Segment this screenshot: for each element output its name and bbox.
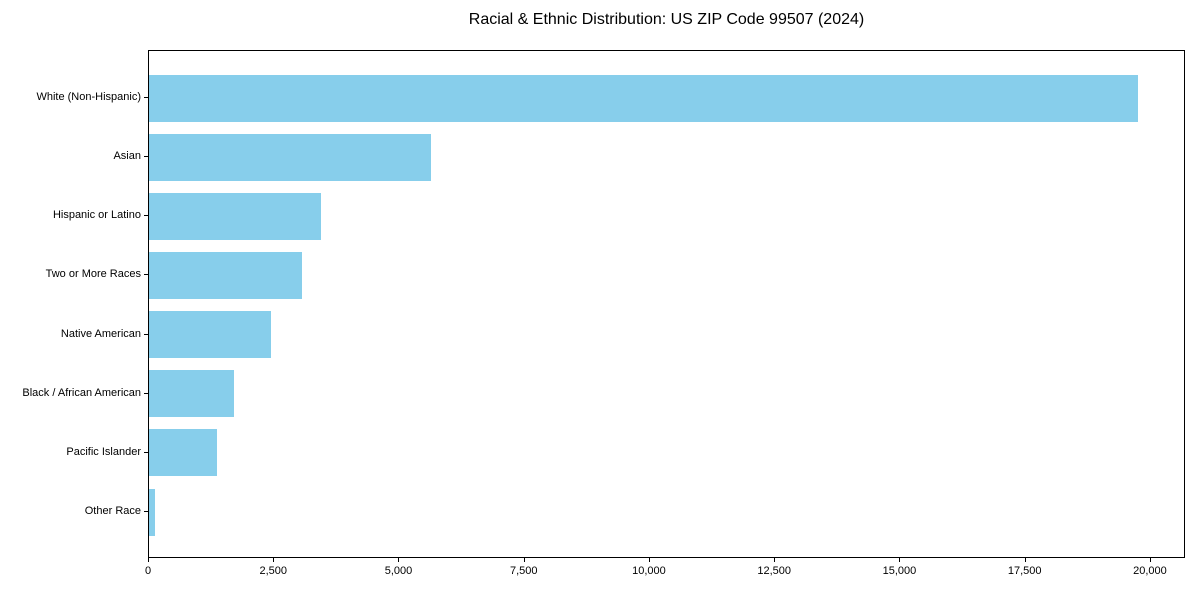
x-tick-mark — [398, 558, 400, 562]
x-tick-mark — [523, 558, 525, 562]
bar-black-african-american — [149, 370, 235, 418]
y-tick-mark — [144, 511, 148, 512]
y-tick-mark — [144, 156, 148, 158]
x-tick-mark — [774, 558, 776, 562]
plot-area — [148, 50, 1185, 558]
x-tick-label: 2,500 — [259, 565, 287, 577]
y-tick-mark — [144, 392, 148, 394]
y-tick-mark — [144, 97, 148, 98]
bar-two-or-more-races — [149, 251, 302, 299]
bar-pacific-islander — [149, 429, 218, 477]
x-tick-mark — [1024, 558, 1026, 562]
y-tick-mark — [144, 274, 148, 276]
y-axis-label: Two or More Races — [45, 268, 141, 281]
x-tick-mark — [273, 558, 275, 562]
y-axis-label: Black / African American — [22, 386, 141, 399]
x-tick-label: 5,000 — [384, 565, 413, 577]
x-tick-label: 10,000 — [632, 565, 666, 577]
x-tick-label: 12,500 — [757, 565, 792, 577]
y-axis-label: Pacific Islander — [66, 445, 141, 458]
x-tick-label: 7,500 — [509, 565, 538, 577]
y-axis-label: Asian — [113, 150, 141, 163]
x-tick-label: 20,000 — [1133, 565, 1167, 577]
x-tick-mark — [148, 558, 149, 562]
x-tick-mark — [648, 558, 650, 562]
x-tick-mark — [1149, 558, 1151, 562]
y-axis-label: Native American — [60, 327, 141, 340]
bar-hispanic-or-latino — [149, 192, 321, 240]
bar-white-non-hispanic — [149, 74, 1139, 122]
y-tick-mark — [144, 451, 148, 453]
bar-native-american — [149, 311, 272, 359]
bar-other-race — [149, 488, 155, 536]
chart-title: Racial & Ethnic Distribution: US ZIP Cod… — [468, 11, 865, 28]
y-axis-label: Hispanic or Latino — [52, 209, 141, 222]
y-tick-mark — [144, 333, 148, 335]
y-tick-mark — [144, 215, 148, 217]
x-tick-mark — [899, 558, 901, 562]
x-tick-label: 15,000 — [882, 565, 917, 577]
bar-asian — [149, 133, 432, 181]
y-axis-label: Other Race — [84, 505, 141, 517]
x-tick-label: 0 — [144, 565, 152, 577]
x-tick-label: 17,500 — [1007, 565, 1042, 577]
y-axis-label: White (Non-Hispanic) — [36, 91, 141, 103]
